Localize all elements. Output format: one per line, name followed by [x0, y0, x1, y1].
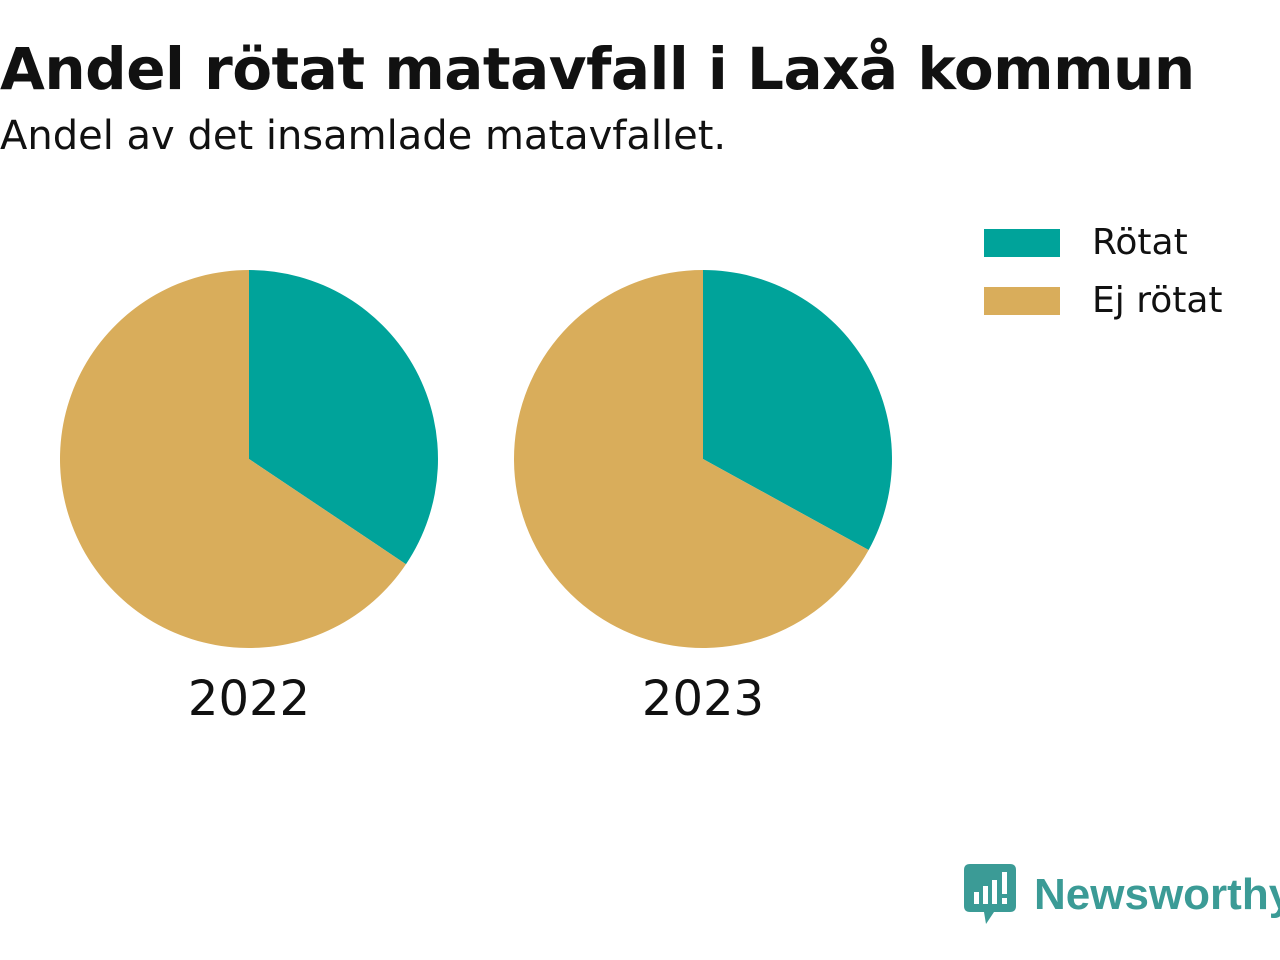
- pie-slice-2022-ej-rotat: [59, 270, 406, 648]
- legend-label-ej-rotat: Ej rötat: [1092, 280, 1223, 321]
- legend-label-rotat: Rötat: [1092, 222, 1188, 263]
- legend-item-rotat: Rötat: [984, 214, 1223, 272]
- newsworthy-logo-icon: [964, 864, 1016, 924]
- chart-subtitle: Andel av det insamlade matavfallet.: [0, 113, 727, 159]
- newsworthy-logo: Newsworthy: [964, 864, 1280, 926]
- pie-slice-2023-rotat: [703, 270, 892, 551]
- pie-slice-2022-rotat: [249, 270, 438, 565]
- pie-label-2023: 2023: [642, 671, 764, 727]
- pie-slice-2023-ej-rotat: [513, 270, 869, 648]
- legend-swatch-rotat: [984, 229, 1060, 257]
- newsworthy-logo-text: Newsworthy: [1034, 870, 1280, 919]
- legend: Rötat Ej rötat: [984, 214, 1223, 330]
- pie-label-2022: 2022: [188, 671, 310, 727]
- legend-item-ej-rotat: Ej rötat: [984, 272, 1223, 330]
- chart-title: Andel rötat matavfall i Laxå kommun: [0, 35, 1195, 103]
- legend-swatch-ej-rotat: [984, 287, 1060, 315]
